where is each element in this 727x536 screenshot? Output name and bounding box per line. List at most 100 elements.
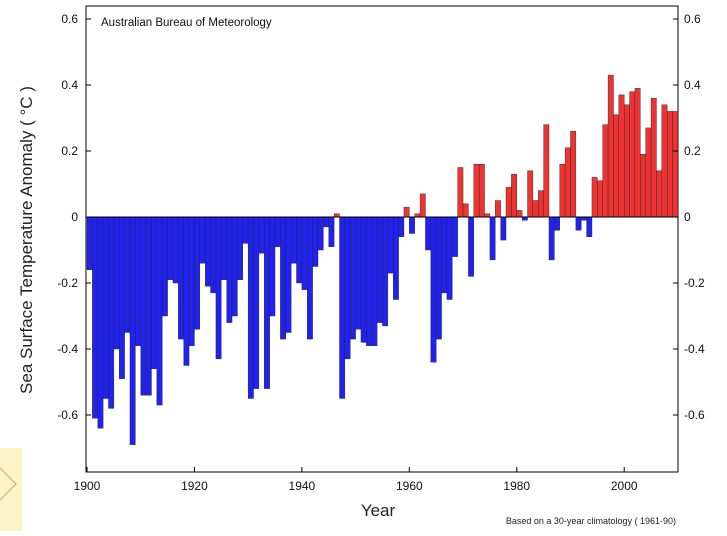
bar-1979 (511, 173, 517, 218)
bar-1927 (231, 216, 238, 317)
bar-1917 (178, 216, 184, 340)
bar-1943 (317, 216, 324, 251)
bar-1999 (618, 94, 625, 218)
bar-1971 (468, 216, 474, 277)
bar-1967 (446, 216, 453, 300)
x-tick-label: 1940 (289, 479, 316, 493)
bar-1933 (264, 216, 270, 389)
bar-1936 (280, 216, 286, 340)
bar-1960 (409, 216, 415, 234)
bar-1975 (489, 216, 496, 261)
bar-1949 (350, 216, 356, 340)
bar-2001 (629, 91, 636, 218)
bar-2003 (640, 154, 646, 218)
bar-1923 (210, 216, 217, 294)
bar-1950 (355, 216, 362, 330)
y-tick-label-left: -0.4 (57, 342, 78, 356)
bar-1932 (258, 216, 265, 254)
bar-1904 (108, 216, 115, 409)
x-tick-label: 1900 (74, 479, 101, 493)
bar-1972 (473, 163, 480, 218)
x-tick-label: 1980 (503, 479, 530, 493)
bar-1924 (215, 216, 222, 360)
bar-1903 (102, 216, 109, 399)
bar-2007 (661, 104, 668, 218)
bar-1944 (323, 216, 329, 228)
bar-1937 (285, 216, 292, 333)
bar-1993 (586, 216, 593, 237)
bar-1984 (538, 190, 544, 218)
bar-1963 (425, 216, 432, 251)
bar-2008 (666, 111, 673, 218)
y-tick-label-right: 0.4 (684, 78, 701, 92)
bar-1925 (221, 216, 227, 280)
bar-1954 (376, 216, 383, 323)
x-tick-label: 2000 (611, 479, 638, 493)
bar-1948 (344, 216, 351, 360)
bar-1919 (188, 216, 195, 346)
bar-1991 (575, 216, 582, 231)
bar-1935 (274, 216, 281, 247)
bar-1908 (129, 216, 136, 445)
y-tick-label-left: 0.2 (61, 144, 78, 158)
bar-2000 (624, 104, 630, 218)
x-axis-title: Year (361, 501, 396, 520)
x-ticks: 1900 1920 1940 1960 1980 2000 (74, 467, 638, 493)
bar-1956 (387, 216, 394, 274)
bar-1965 (435, 216, 442, 340)
bar-1928 (237, 216, 243, 280)
bar-1900 (86, 216, 93, 270)
y-tick-label-right: 0 (684, 210, 691, 224)
bar-1995 (597, 180, 603, 218)
bar-1926 (226, 216, 233, 323)
bar-1947 (339, 216, 346, 399)
chart-annotation: Australian Bureau of Meteorology (101, 17, 272, 29)
bar-2004 (645, 127, 652, 218)
y-tick-label-left: 0 (71, 210, 78, 224)
bar-1988 (559, 163, 566, 218)
corner-decoration (0, 448, 22, 531)
bar-1940 (301, 216, 308, 290)
bar-1934 (269, 216, 276, 317)
y-tick-label-right: 0.6 (684, 12, 701, 26)
bar-1915 (167, 216, 174, 280)
y-tick-label-left: 0.4 (61, 78, 78, 92)
y-tick-label-right: 0.2 (684, 144, 701, 158)
bar-1964 (430, 216, 437, 363)
bar-1994 (591, 177, 598, 218)
bar-1910 (140, 216, 147, 396)
y-tick-label-left: 0.6 (61, 12, 78, 26)
bar-1914 (162, 216, 168, 317)
bar-1985 (543, 124, 550, 218)
bar-2009 (672, 111, 679, 218)
bar-1955 (382, 216, 389, 327)
bar-1973 (478, 163, 485, 218)
bar-1957 (393, 216, 399, 300)
bar-1977 (500, 216, 507, 241)
y-tick-label-left: -0.2 (57, 276, 78, 290)
bars-group (86, 74, 679, 445)
bar-1970 (462, 203, 469, 218)
y-tick-label-right: -0.6 (684, 408, 705, 422)
bar-1938 (290, 216, 297, 264)
bar-1990 (570, 130, 577, 218)
bar-1912 (151, 216, 158, 370)
bar-1998 (613, 114, 620, 218)
bar-1902 (97, 216, 104, 429)
bar-1980 (516, 210, 523, 218)
y-ticks: -0.6 -0.6 -0.4 -0.4 -0.2 -0.2 0 0 0.2 0.2 0.4 0.4 0.… (57, 12, 705, 422)
bar-1982 (527, 170, 534, 218)
bar-1986 (548, 216, 555, 261)
bar-2005 (650, 97, 657, 218)
y-tick-label-right: -0.2 (684, 276, 705, 290)
bar-2006 (656, 170, 663, 218)
bar-1962 (419, 193, 426, 218)
bar-1959 (403, 206, 410, 218)
bar-1920 (194, 216, 201, 330)
bar-1951 (360, 216, 367, 343)
bar-1929 (242, 216, 249, 244)
bar-1942 (312, 216, 319, 267)
bar-1966 (441, 216, 448, 294)
